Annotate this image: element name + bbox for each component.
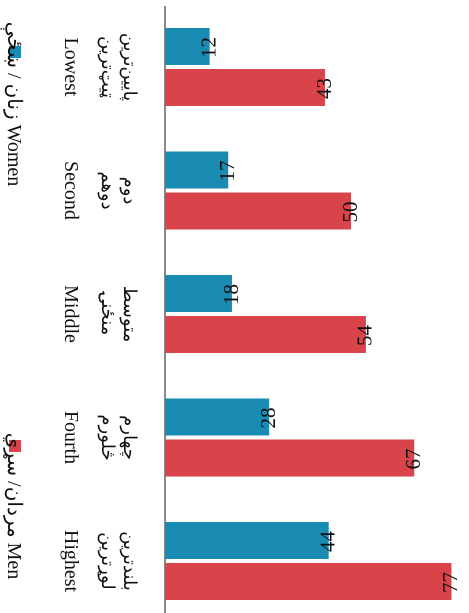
bar-women	[165, 522, 329, 559]
bar-men	[164, 439, 415, 477]
data-label: 12	[196, 37, 220, 58]
data-label: 67	[401, 449, 425, 470]
bar-women	[165, 151, 229, 189]
category-label-pashto: څلورم	[97, 414, 118, 460]
legend-label-women: زنان / ښځې Women	[0, 22, 25, 187]
bar-women	[165, 398, 270, 436]
bar-men	[164, 316, 366, 353]
bar-women	[165, 28, 210, 65]
bar-women	[165, 275, 232, 312]
category-label-dari: متوسط	[119, 286, 140, 343]
data-label: 44	[315, 531, 339, 553]
legend-swatch-women	[9, 46, 21, 58]
category-label-dari: بلندترین	[119, 531, 140, 591]
category-label-english: Middle	[60, 285, 82, 343]
legend-label-men: مردان/ سړي Men	[3, 433, 25, 580]
category-label-dari: دوم	[119, 177, 140, 205]
category-label-english: Lowest	[60, 38, 82, 97]
legend-swatch-men	[9, 440, 21, 452]
data-label: 18	[219, 284, 243, 305]
category-label-dari: چهارم	[119, 415, 140, 460]
data-label: 43	[312, 78, 336, 99]
category-label-english: Second	[60, 161, 82, 220]
category-label-english: Fourth	[60, 411, 82, 464]
bar-men	[165, 192, 351, 230]
category-label-pashto: لوړترین	[97, 532, 118, 589]
data-label: 50	[338, 202, 362, 223]
data-label: 28	[256, 408, 280, 429]
category-label-dari: پایین‌ترین	[119, 33, 140, 101]
category-label-pashto: منځنۍ	[98, 291, 118, 336]
category-label-pashto: ټیټ‌ترین	[97, 36, 118, 98]
data-label: 17	[215, 161, 239, 182]
data-label: 77	[438, 572, 462, 593]
bar-men	[165, 69, 325, 106]
data-label: 54	[353, 325, 377, 347]
bar-men	[164, 563, 452, 600]
category-label-english: Highest	[60, 530, 82, 593]
category-label-pashto: دوهم	[97, 171, 118, 209]
